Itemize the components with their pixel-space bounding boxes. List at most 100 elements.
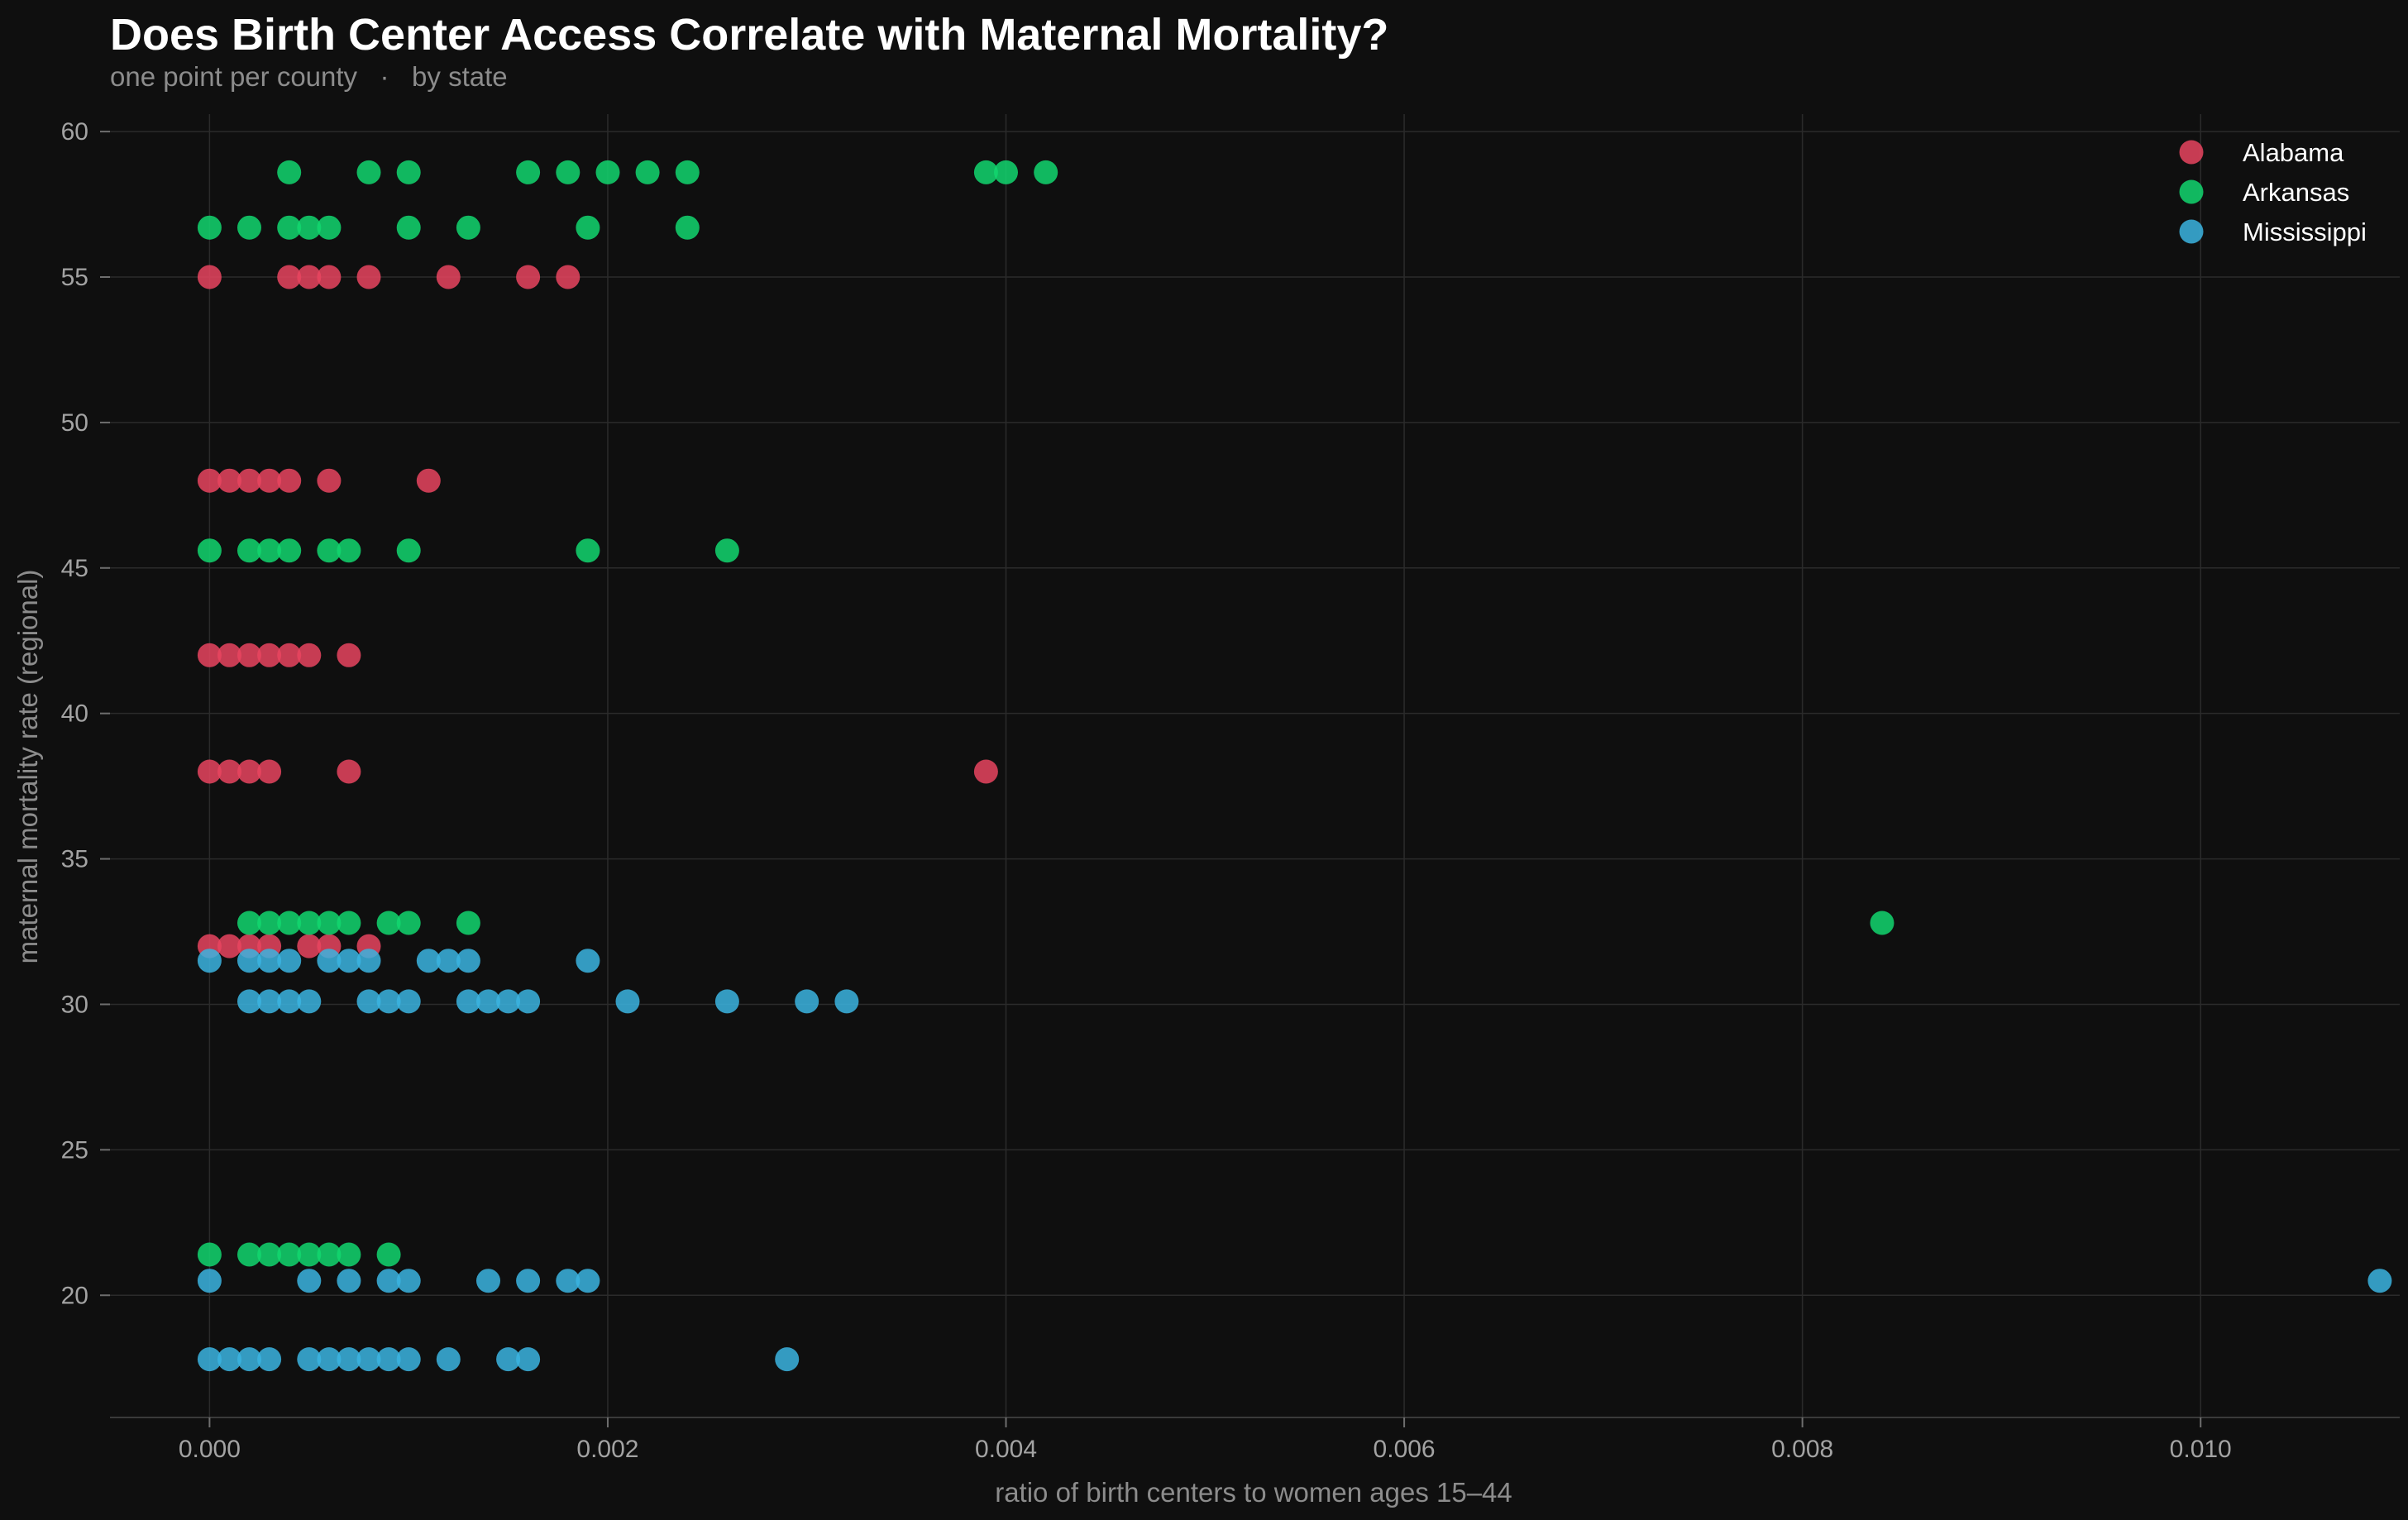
data-point xyxy=(297,1347,322,1372)
data-point xyxy=(277,215,302,240)
data-point xyxy=(197,643,222,667)
data-point xyxy=(337,1347,361,1372)
legend-label: Mississippi xyxy=(2243,217,2367,246)
data-point xyxy=(277,949,302,973)
y-tick-label: 60 xyxy=(61,118,88,146)
data-point xyxy=(436,949,461,973)
data-point xyxy=(217,468,241,493)
legend-item-arkansas: Arkansas xyxy=(2179,178,2349,207)
data-point xyxy=(576,538,600,563)
data-point xyxy=(356,160,381,184)
chart-title: Does Birth Center Access Correlate with … xyxy=(110,10,1388,60)
y-tick-label: 35 xyxy=(61,846,88,873)
data-point xyxy=(396,1347,421,1372)
data-point xyxy=(576,949,600,973)
legend-item-alabama: Alabama xyxy=(2179,138,2344,167)
data-point xyxy=(337,1269,361,1293)
x-tick-label: 0.002 xyxy=(576,1436,638,1463)
data-point xyxy=(197,265,222,289)
data-point xyxy=(834,989,859,1014)
x-tick-label: 0.010 xyxy=(2170,1436,2232,1463)
data-point xyxy=(675,160,700,184)
data-point xyxy=(337,949,361,973)
data-point xyxy=(197,468,222,493)
x-tick-label: 0.006 xyxy=(1374,1436,1436,1463)
data-point xyxy=(1870,911,1894,935)
data-point xyxy=(237,1347,261,1372)
data-point xyxy=(217,643,241,667)
legend-label: Alabama xyxy=(2243,138,2344,167)
data-point xyxy=(376,911,401,935)
data-point xyxy=(297,1269,322,1293)
data-point xyxy=(795,989,819,1014)
data-point xyxy=(217,759,241,784)
data-point xyxy=(456,911,480,935)
legend: Alabama Arkansas Mississippi xyxy=(2179,138,2367,246)
data-point xyxy=(237,911,261,935)
data-point xyxy=(277,468,302,493)
data-point xyxy=(337,643,361,667)
data-point xyxy=(297,911,322,935)
y-tick-label: 30 xyxy=(61,991,88,1018)
grid-lines xyxy=(110,114,2400,1417)
data-point xyxy=(396,160,421,184)
data-point xyxy=(277,265,302,289)
data-point xyxy=(277,160,302,184)
data-point xyxy=(277,989,302,1014)
x-axis-label: ratio of birth centers to women ages 15–… xyxy=(995,1477,1512,1508)
data-point xyxy=(257,759,282,784)
data-point xyxy=(376,989,401,1014)
data-point xyxy=(376,1269,401,1293)
data-point xyxy=(635,160,660,184)
data-point xyxy=(217,1347,241,1372)
data-point xyxy=(416,468,441,493)
y-tick-label: 50 xyxy=(61,409,88,437)
data-point xyxy=(337,911,361,935)
series-arkansas xyxy=(197,160,1894,1267)
y-axis-ticks: 20 25 30 35 40 45 50 55 60 xyxy=(61,118,110,1309)
data-point xyxy=(1034,160,1058,184)
data-point xyxy=(297,265,322,289)
data-point xyxy=(456,949,480,973)
data-point xyxy=(197,215,222,240)
data-point xyxy=(257,911,282,935)
data-point xyxy=(277,911,302,935)
data-point xyxy=(197,759,222,784)
data-point xyxy=(416,949,441,973)
data-point xyxy=(436,265,461,289)
data-point xyxy=(436,1347,461,1372)
data-point xyxy=(356,265,381,289)
data-point xyxy=(277,538,302,563)
data-point xyxy=(396,538,421,563)
x-tick-label: 0.008 xyxy=(1771,1436,1833,1463)
data-point xyxy=(576,215,600,240)
data-point xyxy=(516,989,541,1014)
data-point xyxy=(237,468,261,493)
data-point xyxy=(297,215,322,240)
data-point xyxy=(675,215,700,240)
data-point xyxy=(556,1269,580,1293)
data-point xyxy=(257,1242,282,1267)
chart-subtitle: one point per county · by state xyxy=(110,61,508,92)
data-point xyxy=(516,160,541,184)
data-points xyxy=(197,160,2392,1372)
data-point xyxy=(456,989,480,1014)
data-point xyxy=(396,1269,421,1293)
legend-marker xyxy=(2179,179,2204,204)
data-point xyxy=(496,989,521,1014)
data-point xyxy=(257,538,282,563)
data-point xyxy=(297,643,322,667)
data-point xyxy=(337,1242,361,1267)
y-tick-label: 40 xyxy=(61,700,88,728)
data-point xyxy=(197,1269,222,1293)
data-point xyxy=(714,989,739,1014)
data-point xyxy=(356,989,381,1014)
y-tick-label: 45 xyxy=(61,555,88,582)
data-point xyxy=(257,989,282,1014)
data-point xyxy=(197,949,222,973)
data-point xyxy=(556,265,580,289)
data-point xyxy=(615,989,640,1014)
data-point xyxy=(237,215,261,240)
data-point xyxy=(257,643,282,667)
